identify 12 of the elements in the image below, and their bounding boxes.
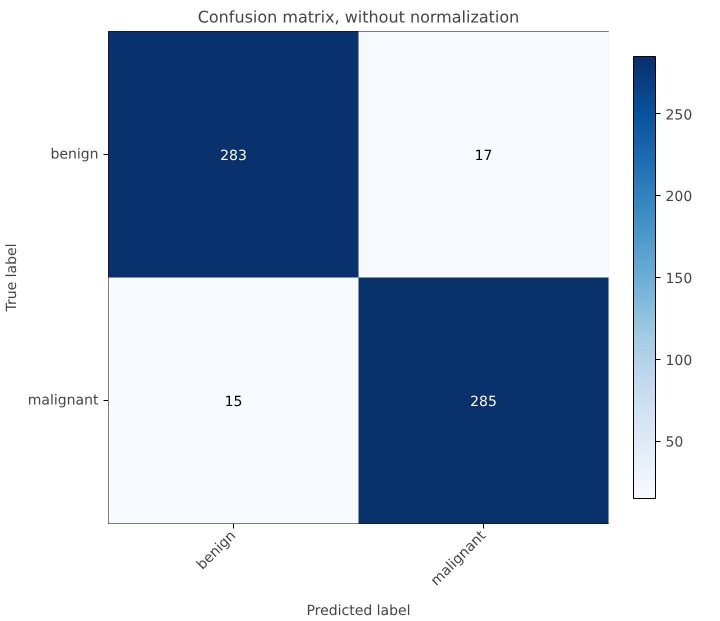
data-label: 283 [220,148,247,164]
y-axis-title: True label [4,243,20,313]
data-label: 17 [474,148,492,164]
chart-title: Confusion matrix, without normalization [198,8,520,26]
data-label: 15 [224,394,242,410]
data-label: 285 [470,394,497,410]
color-bar-label: 50 [666,434,684,451]
x-axis-title: Predicted label [306,602,411,619]
color-bar-label: 150 [666,271,692,287]
color-bar-label: 200 [666,189,692,206]
color-bar-label: 100 [666,352,692,369]
color-bar-label: 250 [666,107,692,124]
